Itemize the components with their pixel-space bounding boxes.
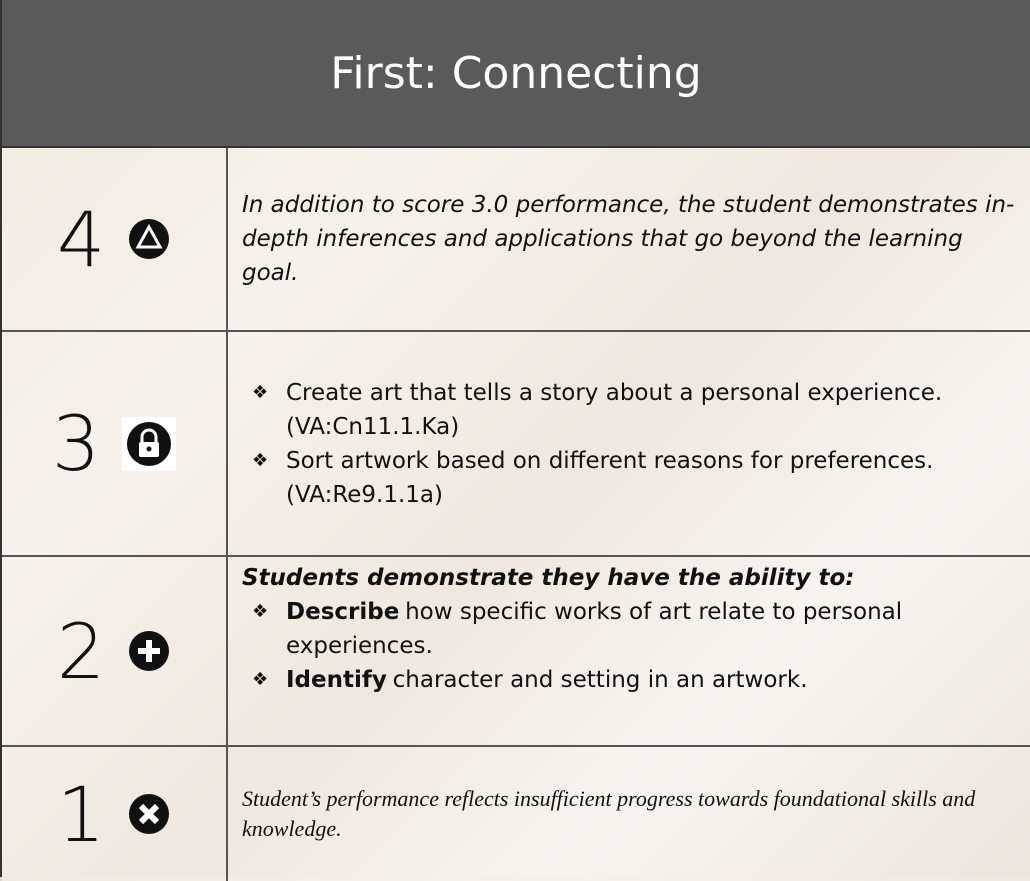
description: Create art that tells a story about a pe…: [228, 332, 1030, 555]
lock-icon: [122, 416, 177, 471]
description: Students demonstrate they have the abili…: [228, 557, 1030, 745]
score: 4: [56, 194, 106, 284]
keyword: Describe: [286, 599, 400, 625]
bullet: Create art that tells a story about a pe…: [242, 376, 1016, 444]
triangle-icon: [129, 219, 170, 259]
score-cell: 2: [2, 557, 228, 745]
intro: Students demonstrate they have the abili…: [242, 565, 855, 591]
description: In addition to score 3.0 performance, th…: [242, 192, 1015, 286]
row: 3 Create art that tells a story about a …: [2, 332, 1030, 557]
x-icon: [129, 794, 170, 834]
title: First: Connecting: [2, 0, 1030, 148]
score: 1: [56, 769, 106, 859]
score: 3: [51, 399, 101, 488]
score-cell: 4: [2, 148, 228, 330]
description: Student’s performance reflects insuffici…: [242, 786, 976, 841]
score: 2: [56, 606, 106, 696]
row: 2 Students demonstrate they have the abi…: [2, 557, 1030, 747]
bullet-text: character and setting in an artwork.: [392, 667, 808, 693]
plus-icon: [129, 631, 170, 671]
bullet-text: how specific works of art relate to pers…: [286, 599, 903, 659]
bullet: Sort artwork based on different reasons …: [242, 444, 1016, 512]
row: 1 Student’s performance reflects insuffi…: [2, 747, 1030, 881]
row: 4 In addition to score 3.0 performance, …: [2, 148, 1030, 332]
score-cell: 1: [2, 747, 228, 881]
keyword: Identify: [286, 667, 387, 693]
score-cell: 3: [2, 332, 228, 555]
